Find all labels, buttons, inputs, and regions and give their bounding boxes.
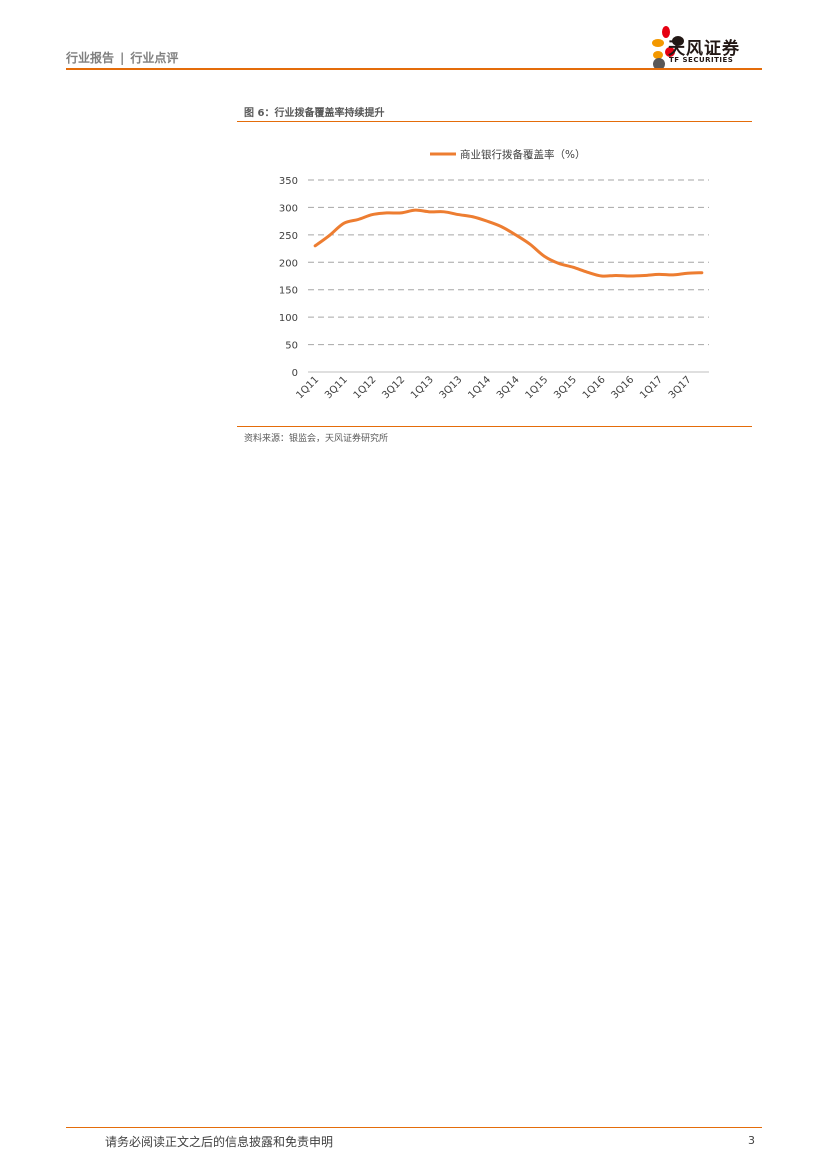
x-tick-label-1Q15: 1Q15 bbox=[524, 374, 551, 401]
footer-disclaimer: 请务必阅读正文之后的信息披露和免责申明 bbox=[105, 1135, 334, 1149]
x-tick-label-1Q12: 1Q12 bbox=[352, 374, 379, 401]
x-tick-label-3Q16: 3Q16 bbox=[610, 374, 637, 401]
chart-gridlines bbox=[308, 179, 709, 373]
x-tick-label-3Q11: 3Q11 bbox=[323, 374, 350, 401]
report-category: 行业报告 bbox=[66, 51, 115, 65]
chart-series bbox=[313, 208, 704, 278]
x-tick-label-1Q11: 1Q11 bbox=[294, 374, 321, 401]
x-tick-label-3Q15: 3Q15 bbox=[552, 374, 579, 401]
x-tick-label-3Q12: 3Q12 bbox=[380, 374, 407, 401]
company-name: 天风证券 bbox=[668, 39, 740, 59]
figure-top-divider bbox=[237, 121, 752, 122]
y-tick-label-50: 50 bbox=[285, 341, 298, 352]
logo-petal-dark bbox=[672, 36, 684, 46]
y-axis-tick-labels: 0 50 100 150 200 250 300 350 bbox=[279, 176, 298, 379]
legend-label: 商业银行拨备覆盖率（%） bbox=[460, 148, 585, 161]
y-tick-label-100: 100 bbox=[279, 313, 298, 324]
figure-bottom-divider bbox=[237, 426, 752, 427]
y-tick-label-350: 350 bbox=[279, 176, 298, 187]
y-tick-label-200: 200 bbox=[279, 258, 298, 269]
company-name-english: TF SECURITIES bbox=[669, 56, 734, 64]
x-tick-label-1Q13: 1Q13 bbox=[409, 374, 436, 401]
x-tick-label-1Q14: 1Q14 bbox=[466, 374, 493, 401]
x-tick-label-1Q17: 1Q17 bbox=[638, 374, 665, 401]
logo-petal-orange-right bbox=[653, 51, 663, 59]
x-tick-label-3Q14: 3Q14 bbox=[495, 374, 522, 401]
company-logo-icon bbox=[652, 26, 684, 70]
breadcrumb-separator: | bbox=[120, 51, 125, 65]
logo-petal-gray bbox=[653, 58, 665, 70]
x-axis-tick-labels: 1Q11 3Q11 1Q12 3Q12 1Q13 3Q13 1Q14 3Q14 1Q15 3Q15… bbox=[294, 374, 693, 401]
y-tick-label-150: 150 bbox=[279, 286, 298, 297]
header-divider bbox=[66, 68, 762, 70]
x-tick-label-1Q16: 1Q16 bbox=[581, 374, 608, 401]
logo-petal-orange-left bbox=[652, 39, 664, 47]
y-tick-label-300: 300 bbox=[279, 203, 298, 214]
y-tick-label-0: 0 bbox=[292, 368, 298, 379]
x-tick-label-3Q17: 3Q17 bbox=[667, 374, 694, 401]
report-subcategory: 行业点评 bbox=[130, 51, 179, 65]
footer-divider bbox=[66, 1127, 762, 1128]
y-tick-label-250: 250 bbox=[279, 231, 298, 242]
series-line-0 bbox=[313, 208, 704, 278]
x-tick-label-3Q13: 3Q13 bbox=[438, 374, 465, 401]
report-category-breadcrumb: 行业报告 | 行业点评 bbox=[66, 49, 178, 66]
figure-source-note: 资料来源：银监会，天风证券研究所 bbox=[244, 434, 389, 444]
logo-petal-red-bottom bbox=[665, 47, 675, 57]
chart-legend: 商业银行拨备覆盖率（%） bbox=[430, 148, 585, 161]
figure-title: 图 6：行业拨备覆盖率持续提升 bbox=[244, 108, 385, 119]
page-number: 3 bbox=[748, 1134, 755, 1147]
logo-petal-red-top bbox=[662, 26, 670, 38]
